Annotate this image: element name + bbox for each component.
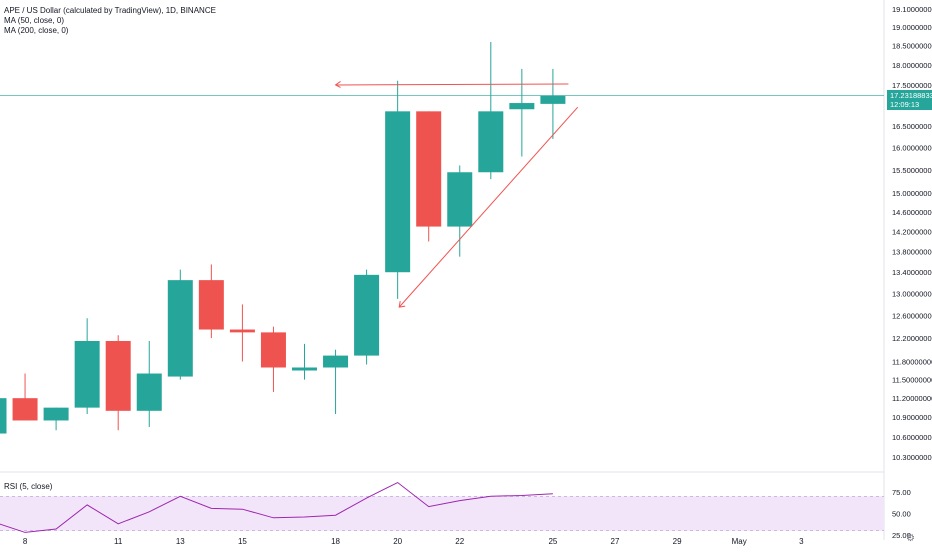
annotation-arrow-horizontal[interactable] <box>335 83 569 86</box>
candle-body[interactable] <box>74 340 100 408</box>
chart-title: APE / US Dollar (calculated by TradingVi… <box>4 6 216 15</box>
candle-body[interactable] <box>509 103 535 110</box>
y-tick-label: 19.00000000 <box>892 23 932 32</box>
y-tick-label: 10.60000000 <box>892 433 932 442</box>
candle-body[interactable] <box>416 111 442 227</box>
candle-body[interactable] <box>385 111 411 273</box>
candle-body[interactable] <box>260 332 286 368</box>
candle-body[interactable] <box>229 329 255 333</box>
x-tick-label: 15 <box>238 537 247 546</box>
y-tick-label: 15.00000000 <box>892 189 932 198</box>
rsi-y-tick-label: 50.00 <box>892 510 911 519</box>
x-tick-label: 27 <box>611 537 620 546</box>
x-tick-label: 11 <box>114 537 123 546</box>
y-tick-label: 14.60000000 <box>892 208 932 217</box>
y-tick-label: 11.20000000 <box>892 394 932 403</box>
y-tick-label: 18.50000000 <box>892 42 932 51</box>
last-price-value: 17.23188833 <box>890 90 932 100</box>
y-tick-label: 12.60000000 <box>892 311 932 320</box>
y-tick-label: 16.50000000 <box>892 122 932 131</box>
y-tick-label: 16.00000000 <box>892 144 932 153</box>
y-tick-label: 17.50000000 <box>892 81 932 90</box>
indicator-ma200[interactable]: MA (200, close, 0) <box>4 26 69 35</box>
x-tick-label: 20 <box>393 537 402 546</box>
x-tick-label: 25 <box>548 537 557 546</box>
x-tick-label: 8 <box>23 537 28 546</box>
y-tick-label: 19.10000000 <box>892 5 932 14</box>
y-tick-label: 11.50000000 <box>892 376 932 385</box>
rsi-y-tick-label: 75.00 <box>892 488 911 497</box>
rsi-y-tick-label: 25.00 <box>892 531 911 540</box>
y-tick-label: 15.50000000 <box>892 166 932 175</box>
y-tick-label: 13.40000000 <box>892 268 932 277</box>
last-price-tag: 17.23188833 12:09:13 <box>887 89 932 110</box>
y-tick-label: 11.80000000 <box>892 358 932 367</box>
candle-body[interactable] <box>323 355 349 368</box>
candle-body[interactable] <box>136 373 162 411</box>
rsi-band <box>0 496 884 531</box>
candle-body[interactable] <box>447 172 473 227</box>
rsi-label[interactable]: RSI (5, close) <box>4 482 53 491</box>
candle-body[interactable] <box>478 111 504 173</box>
candle-body[interactable] <box>43 407 69 421</box>
candle-body[interactable] <box>198 280 224 330</box>
annotation-arrowhead <box>398 301 406 308</box>
y-tick-label: 10.30000000 <box>892 453 932 462</box>
candle-body[interactable] <box>292 367 317 371</box>
last-price-countdown: 12:09:13 <box>890 99 920 109</box>
y-tick-label: 12.20000000 <box>892 334 932 343</box>
x-tick-label: 3 <box>799 537 804 546</box>
y-tick-label: 18.00000000 <box>892 61 932 70</box>
x-tick-label: 13 <box>176 537 185 546</box>
x-tick-label: May <box>732 537 747 546</box>
y-tick-label: 13.80000000 <box>892 248 932 257</box>
annotation-arrow-diagonal[interactable] <box>398 106 579 308</box>
candle-body[interactable] <box>354 274 380 356</box>
candle-body[interactable] <box>167 280 193 377</box>
candle-body[interactable] <box>12 398 38 421</box>
gear-icon[interactable]: ⚙ <box>906 533 915 544</box>
annotation-arrowhead <box>334 81 341 88</box>
rsi-line[interactable] <box>0 481 553 533</box>
y-tick-label: 13.00000000 <box>892 290 932 299</box>
indicator-ma50[interactable]: MA (50, close, 0) <box>4 16 65 25</box>
candle-body[interactable] <box>540 95 566 104</box>
candle-body[interactable] <box>105 340 131 411</box>
y-tick-label: 14.20000000 <box>892 228 932 237</box>
x-tick-label: 22 <box>455 537 464 546</box>
x-tick-label: 29 <box>673 537 682 546</box>
y-tick-label: 10.90000000 <box>892 413 932 422</box>
candle-body[interactable] <box>0 398 7 434</box>
x-tick-label: 18 <box>331 537 340 546</box>
